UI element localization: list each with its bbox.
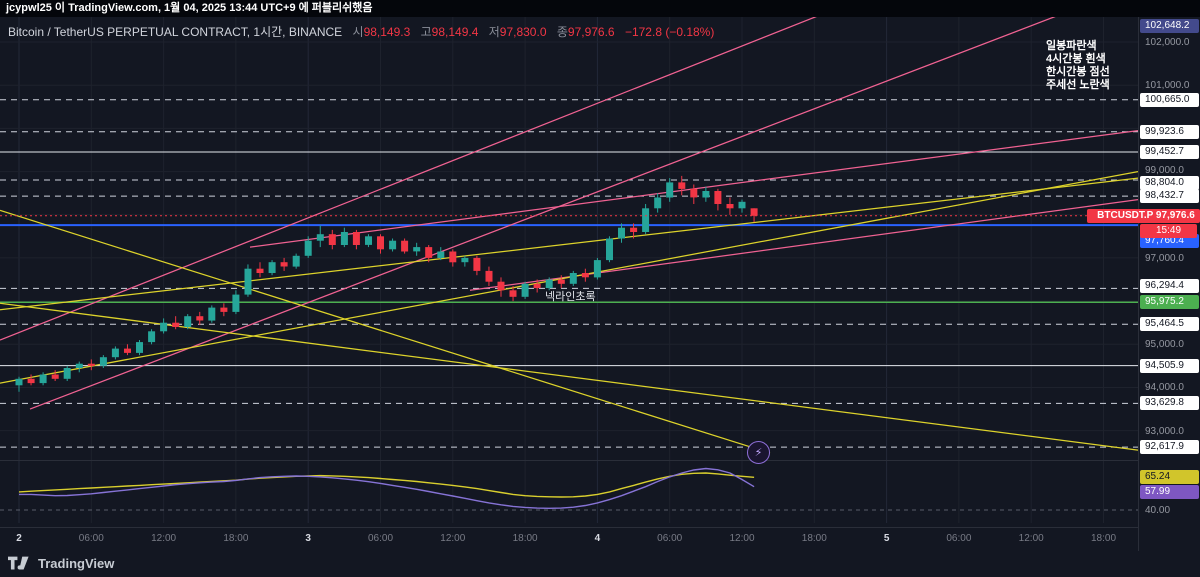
- low-value: 97,830.0: [499, 25, 547, 39]
- tradingview-logo-text[interactable]: TradingView: [38, 555, 115, 571]
- lightning-glyph: ⚡: [754, 447, 763, 459]
- price-axis[interactable]: 102,000.0 101,000.0 99,000.0 97,000.0 95,000…: [1087, 17, 1200, 551]
- close-value: 97,976.6: [567, 25, 615, 39]
- price-tick: 99,000.0: [1145, 164, 1184, 176]
- price-level-badge: 95,464.5: [1140, 317, 1199, 332]
- time-axis[interactable]: 2 06:00 12:00 18:00 3 06:00 12:00 18:00 4 06:00 12…: [0, 527, 1138, 552]
- time-label-hour: 06:00: [78, 533, 104, 544]
- time-label-hour: 06:00: [946, 533, 972, 544]
- price-level-badge: 92,617.9: [1140, 440, 1199, 455]
- symbol-info-row: Bitcoin / TetherUS PERPETUAL CONTRACT, 1…: [8, 23, 714, 40]
- price-chart-canvas[interactable]: [0, 17, 1138, 527]
- time-label-hour: 12:00: [729, 533, 755, 544]
- chart-root: Bitcoin / TetherUS PERPETUAL CONTRACT, 1…: [0, 17, 1200, 552]
- price-level-badge: 94,505.9: [1140, 358, 1199, 373]
- publish-bar: jcypwl25 이 TradingView.com, 1월 04, 2025 …: [0, 0, 1200, 17]
- price-level-badge: 96,294.4: [1140, 279, 1199, 294]
- time-label-hour: 18:00: [1090, 533, 1117, 544]
- time-label-hour: 18:00: [801, 533, 827, 544]
- countdown-badge: 15:49: [1140, 223, 1197, 238]
- oscillator-slow-value-badge: 57.99: [1140, 484, 1199, 499]
- change-value: −172.8 (−0.18%): [624, 25, 715, 39]
- time-label-day: 2: [16, 533, 22, 544]
- price-tick: 95,000.0: [1145, 339, 1184, 351]
- current-price-badge[interactable]: BTCUSDT.P 97,976.6: [1087, 208, 1200, 223]
- low-label: 저: [488, 25, 500, 39]
- tradingview-logo-icon[interactable]: [8, 556, 32, 571]
- time-label-day: 4: [594, 533, 601, 544]
- chart-note-line: 일봉파란색: [1046, 40, 1097, 52]
- price-level-badge: 95,975.2: [1140, 295, 1199, 310]
- price-tick: 97,000.0: [1145, 252, 1184, 264]
- price-level-badge: 98,432.7: [1140, 189, 1199, 204]
- time-label-hour: 06:00: [367, 533, 394, 544]
- high-value: 98,149.4: [431, 25, 479, 39]
- price-level-badge: 93,629.8: [1140, 396, 1199, 411]
- oscillator-fast-value-badge: 65.24: [1140, 470, 1199, 485]
- open-value: 98,149.3: [363, 25, 411, 39]
- price-level-badge: 102,648.2: [1140, 19, 1199, 33]
- chart-note-line: 주세선 노란색: [1046, 79, 1110, 91]
- chart-note-line: 4시간봉 흰색: [1046, 53, 1106, 65]
- time-label-hour: 18:00: [223, 533, 249, 544]
- price-level-badge: 100,665.0: [1140, 92, 1199, 107]
- footer: TradingView: [8, 553, 114, 573]
- chart-note-line: 한시간봉 점선: [1046, 66, 1110, 78]
- time-label-hour: 06:00: [657, 533, 683, 544]
- price-level-badge: 99,923.6: [1140, 124, 1199, 139]
- time-label-hour: 12:00: [151, 533, 177, 544]
- symbol-title[interactable]: Bitcoin / TetherUS PERPETUAL CONTRACT, 1…: [8, 25, 343, 39]
- close-label: 종: [556, 25, 568, 39]
- high-label: 고: [420, 25, 432, 39]
- time-label-hour: 12:00: [1018, 533, 1044, 544]
- price-level-badge: 98,804.0: [1140, 176, 1199, 191]
- price-level-badge: 99,452.7: [1140, 145, 1199, 160]
- time-label-day: 3: [305, 533, 311, 544]
- lightning-icon[interactable]: ⚡: [747, 441, 770, 464]
- chart-note: 일봉파란색 4시간봉 흰색 한시간봉 점선 주세선 노란색: [1046, 40, 1110, 92]
- neckline-label: 넥라인초록: [545, 291, 596, 303]
- oscillator-level-tick: 40.00: [1145, 505, 1171, 517]
- time-label-day: 5: [883, 533, 890, 544]
- time-label-hour: 18:00: [512, 533, 538, 544]
- price-tick: 101,000.0: [1145, 80, 1190, 92]
- price-tick: 94,000.0: [1145, 382, 1184, 394]
- publish-text: jcypwl25 이 TradingView.com, 1월 04, 2025 …: [6, 2, 373, 14]
- price-tick: 102,000.0: [1145, 37, 1190, 49]
- price-tick: 93,000.0: [1145, 425, 1184, 437]
- time-label-hour: 12:00: [440, 533, 466, 544]
- open-label: 시: [352, 25, 364, 39]
